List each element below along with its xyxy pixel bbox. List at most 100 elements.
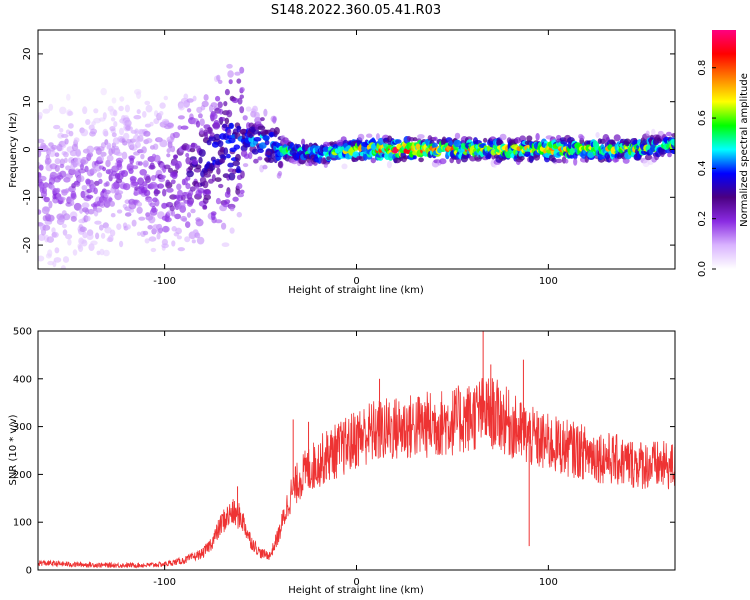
spectrogram-cell xyxy=(190,142,198,149)
spectrogram-cell xyxy=(102,128,109,137)
spectrogram-cell xyxy=(66,93,71,101)
spectrogram-cell xyxy=(94,220,102,225)
spectrogram-cell xyxy=(595,132,600,138)
colorbar-tick-label: 0.4 xyxy=(697,160,708,176)
spectrogram-cell xyxy=(524,150,531,157)
spectrogram-cell xyxy=(48,149,56,158)
spectrogram-cell xyxy=(86,232,94,240)
spectrogram-cell xyxy=(63,284,70,291)
spectrogram-cell xyxy=(75,148,81,157)
spectrogram-cell xyxy=(184,236,191,243)
snr-panel: -100 0 100 0 100 200 300 400 500 Height of strai… xyxy=(8,327,676,596)
spectrogram-cell xyxy=(166,153,171,158)
spectrogram-cell xyxy=(644,154,653,161)
x-tick-label: -100 xyxy=(153,276,176,287)
spectrogram-cell xyxy=(264,139,270,146)
spectrogram-cell xyxy=(106,237,113,243)
spectrogram-cell xyxy=(186,108,192,113)
spectrogram-cell xyxy=(395,139,402,144)
spectrogram-cell xyxy=(483,137,488,143)
spectrogram-cell xyxy=(86,194,94,199)
spectrogram-cell xyxy=(165,179,171,187)
y-tick-label: 400 xyxy=(13,374,32,385)
spectrogram-cell xyxy=(54,152,60,157)
spectrogram-cell xyxy=(555,158,563,164)
spectrogram-cell xyxy=(48,103,54,111)
spectrogram-cell xyxy=(63,151,69,158)
spectrogram-cell xyxy=(172,154,179,159)
spectrogram-cell xyxy=(214,219,223,224)
spectrogram-cell xyxy=(262,164,268,170)
spectrogram-cell xyxy=(140,153,145,160)
spectrogram-cell xyxy=(217,79,223,84)
spectrogram-cell xyxy=(228,79,233,85)
spectrogram-cell xyxy=(657,130,664,136)
spectrogram-cell xyxy=(236,182,243,190)
spectrogram-cell xyxy=(192,95,197,102)
spectrogram-cell xyxy=(64,138,69,145)
snr-line xyxy=(38,377,675,569)
spectrogram-cell xyxy=(115,190,124,195)
colorbar-label: Normalized spectral amplitude xyxy=(739,73,750,227)
spectrogram-cell xyxy=(206,139,212,146)
spectrogram-cell xyxy=(183,100,190,109)
spectrogram-cell xyxy=(134,128,139,136)
spectrogram-cell xyxy=(253,111,260,119)
spectrogram-cell xyxy=(185,176,191,181)
spectrogram-cell xyxy=(564,159,569,164)
spectrogram-cell xyxy=(122,183,131,191)
spectrogram-cell xyxy=(236,78,242,84)
spectrogram-cell xyxy=(132,165,139,170)
spectrogram-cell xyxy=(67,238,72,246)
spectrogram-cell xyxy=(104,189,111,195)
spectrogram-cell xyxy=(166,122,174,128)
spectrogram-cell xyxy=(149,209,158,216)
spectrogram-cell xyxy=(136,231,141,236)
spectrogram-cell xyxy=(135,137,144,143)
spectrogram-cell xyxy=(136,201,143,207)
spectrogram-cell xyxy=(415,143,421,150)
colorbar-ticks: 0.0 0.2 0.4 0.6 0.8 xyxy=(697,60,716,277)
spectrogram-cell xyxy=(149,162,155,170)
spectrogram-cell xyxy=(142,111,147,118)
spectrogram-cell xyxy=(124,119,132,127)
spectrogram-cell xyxy=(65,234,73,240)
spectrogram-cell xyxy=(60,265,66,269)
spectrogram-cell xyxy=(195,120,201,128)
spectrogram-cell xyxy=(126,163,134,171)
spectrogram-cell xyxy=(240,170,245,179)
spectrogram-cell xyxy=(108,197,113,202)
spectrogram-cell xyxy=(159,174,167,179)
spectrogram-cell xyxy=(93,108,99,114)
spectrogram-cell xyxy=(170,145,176,153)
spectrogram-cell xyxy=(460,155,468,163)
spectrogram-cell xyxy=(137,177,145,186)
spectrogram-cell xyxy=(253,158,259,164)
spectrogram-cell xyxy=(178,202,186,210)
snr-x-label: Height of straight line (km) xyxy=(288,585,424,596)
spectrogram-cell xyxy=(224,117,230,125)
spectrogram-cell xyxy=(84,165,89,173)
y-tick-label: 10 xyxy=(22,95,33,108)
spectrogram-cell xyxy=(161,243,169,249)
spectrogram-cell xyxy=(59,163,65,169)
spectrogram-cell xyxy=(62,213,71,221)
spectrogram-cell xyxy=(43,196,50,203)
spectrogram-cell xyxy=(215,95,221,102)
spectrogram-cell xyxy=(239,94,244,99)
spectrogram-cell xyxy=(592,140,599,148)
y-tick-label: 0 xyxy=(26,566,32,577)
spectrogram-cell xyxy=(54,247,60,254)
snr-series xyxy=(38,331,675,569)
spectrogram-cell xyxy=(177,247,185,252)
spectrogram-cell xyxy=(157,227,163,234)
spectrogram-cell xyxy=(211,213,216,221)
spectrogram-cell xyxy=(195,218,204,227)
snr-y-label: SNR (10 * v/v) xyxy=(8,414,19,485)
figure-title: S148.2022.360.05.41.R03 xyxy=(271,3,441,18)
spectrogram-cell xyxy=(172,131,180,139)
spectrogram-cell xyxy=(217,101,223,109)
spectrogram-cell xyxy=(226,63,233,69)
spectrogram-cell xyxy=(87,153,92,159)
